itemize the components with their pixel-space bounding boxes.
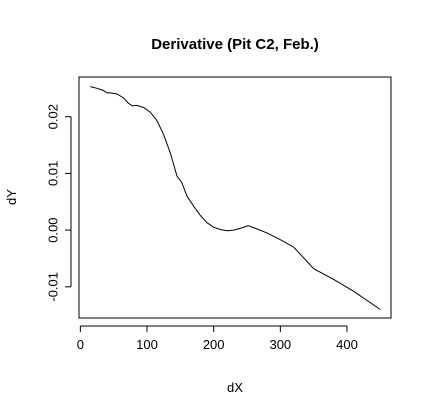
x-tick-label: 400 bbox=[336, 337, 358, 352]
y-axis-label: dY bbox=[4, 189, 19, 205]
x-axis-label: dX bbox=[227, 380, 243, 395]
x-tick-label: 300 bbox=[269, 337, 291, 352]
plot-frame bbox=[78, 76, 392, 319]
x-axis: 0 100 200 300 400 bbox=[77, 325, 358, 352]
x-tick-label: 100 bbox=[136, 337, 158, 352]
y-tick-label: 0.02 bbox=[45, 104, 60, 129]
x-tick-label: 0 bbox=[77, 337, 84, 352]
y-tick-label: 0.00 bbox=[45, 217, 60, 242]
series-group bbox=[90, 86, 381, 310]
chart-title: Derivative (Pit C2, Feb.) bbox=[151, 36, 319, 53]
y-axis: -0.01 0.00 0.01 0.02 bbox=[45, 104, 72, 302]
series-line bbox=[90, 86, 381, 310]
y-tick-label: 0.01 bbox=[45, 161, 60, 186]
x-tick-label: 200 bbox=[203, 337, 225, 352]
y-tick-label: -0.01 bbox=[45, 272, 60, 302]
